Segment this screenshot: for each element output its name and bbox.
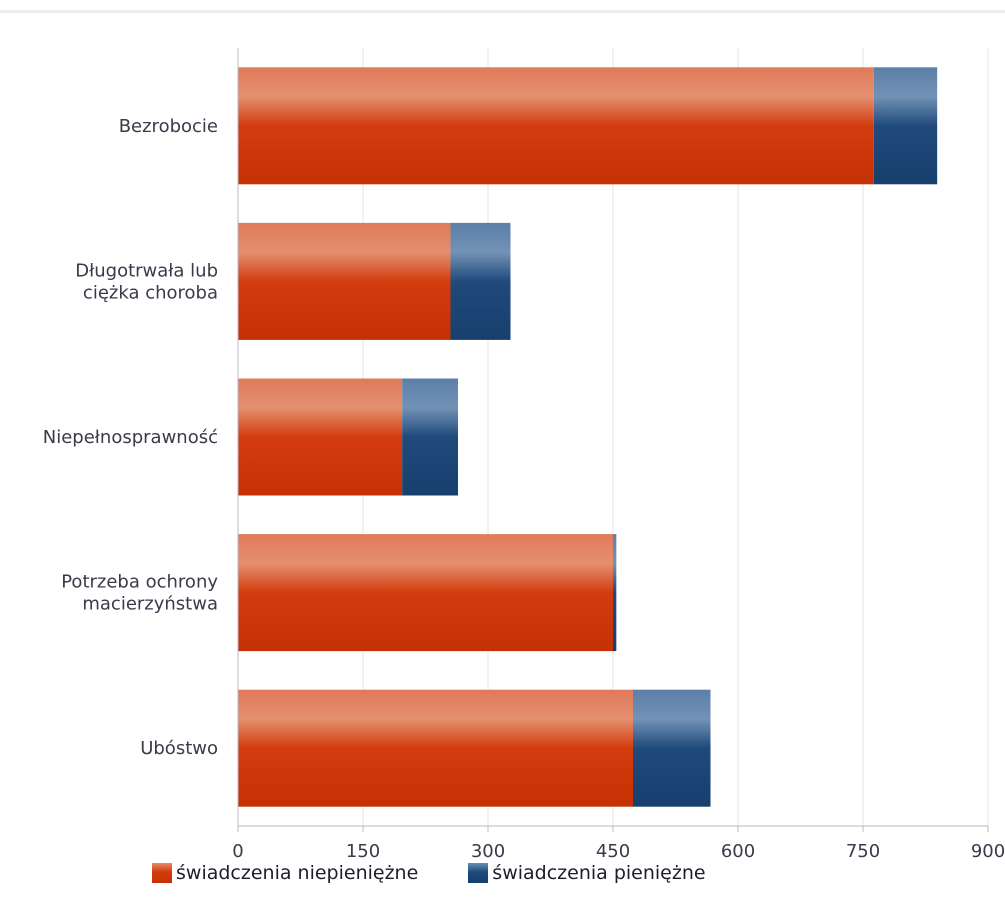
- legend-item-pieniezne[interactable]: świadczenia pieniężne: [468, 862, 706, 884]
- tick-labels: 0 150 300 450 600 750 900: [232, 841, 1005, 860]
- category-labels: Bezrobocie Długotrwała lub ciężka choroba N…: [43, 116, 219, 759]
- legend-item-niepieniezne[interactable]: świadczenia niepieniężne: [152, 862, 418, 884]
- bar-niepieniezne[interactable]: [238, 378, 403, 496]
- bar-niepieniezne[interactable]: [238, 689, 633, 807]
- category-label: Potrzeba ochrony macierzyństwa: [61, 572, 218, 615]
- x-tick-label: 450: [596, 841, 630, 860]
- x-tick-label: 150: [346, 841, 380, 860]
- bar-pieniezne[interactable]: [873, 67, 938, 185]
- legend: świadczenia niepieniężne świadczenia pie…: [152, 862, 756, 884]
- x-tick-label: 750: [846, 841, 880, 860]
- legend-label-niepieniezne: świadczenia niepieniężne: [176, 862, 419, 884]
- bar-niepieniezne[interactable]: [238, 67, 874, 185]
- x-tick-label: 600: [721, 841, 755, 860]
- legend-swatch-orange: [152, 863, 172, 883]
- category-label: Ubóstwo: [140, 738, 218, 759]
- x-tick-label: 900: [971, 841, 1005, 860]
- category-label: Długotrwała lub ciężka choroba: [75, 260, 218, 303]
- stacked-bar-chart: Bezrobocie Długotrwała lub ciężka choroba N…: [43, 48, 1005, 860]
- category-label: Niepełnosprawność: [43, 427, 218, 448]
- bars-group: [238, 67, 938, 807]
- bar-pieniezne[interactable]: [450, 222, 511, 340]
- bar-pieniezne[interactable]: [613, 534, 617, 652]
- bar-niepieniezne[interactable]: [238, 534, 613, 652]
- bar-pieniezne[interactable]: [633, 689, 711, 807]
- x-tick-label: 0: [232, 841, 243, 860]
- legend-label-pieniezne: świadczenia pieniężne: [492, 862, 706, 884]
- legend-swatch-blue: [468, 863, 489, 883]
- axes: [237, 48, 988, 827]
- bar-niepieniezne[interactable]: [238, 222, 451, 340]
- bar-pieniezne[interactable]: [402, 378, 458, 496]
- top-divider: [0, 10, 1005, 13]
- x-tick-label: 300: [471, 841, 505, 860]
- category-label: Bezrobocie: [119, 116, 218, 137]
